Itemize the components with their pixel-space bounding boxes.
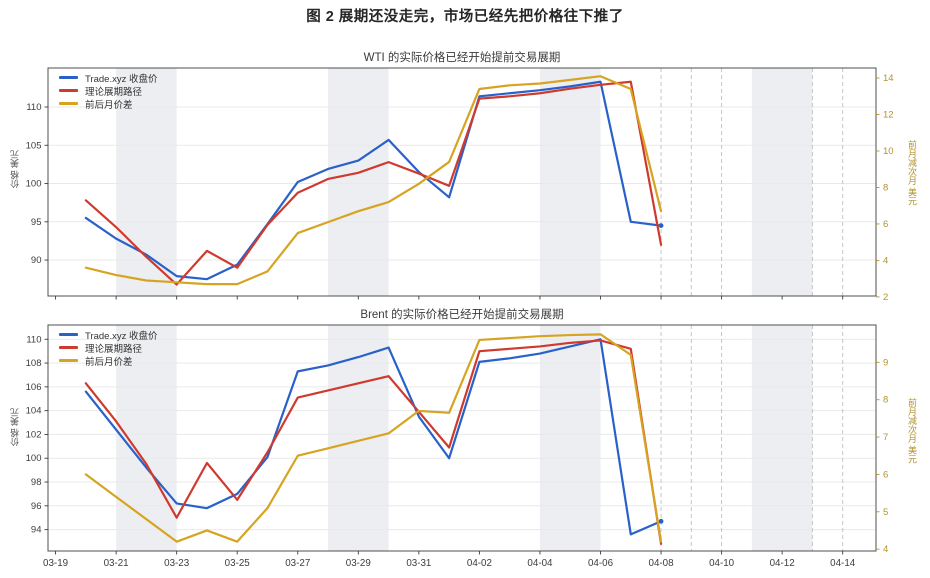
left-tick-label: 110	[26, 334, 41, 345]
left-tick-label: 90	[31, 255, 42, 266]
x-tick-label: 04-02	[467, 558, 492, 569]
x-tick-label: 04-06	[588, 558, 614, 569]
wti-spread-line	[84, 75, 663, 286]
legend-label: Trade.xyz 收盘价	[85, 330, 158, 342]
weekend-band	[539, 68, 601, 296]
x-tick-label: 03-31	[406, 558, 431, 569]
left-tick-label: 94	[31, 525, 42, 536]
left-tick-label: 100	[26, 179, 42, 190]
x-tick-label: 04-08	[649, 558, 675, 569]
right-tick-label: 12	[883, 110, 894, 121]
wti-chart-title: WTI 的实际价格已经开始提前交易展期	[363, 52, 561, 64]
legend-item-close: Trade.xyz 收盘价	[59, 328, 158, 342]
x-tick-label: 03-29	[346, 558, 371, 569]
right-tick-label: 8	[883, 395, 888, 406]
right-tick-label: 4	[883, 544, 888, 555]
brent-legend: Trade.xyz 收盘价 理论展期路径 前后月价差	[59, 328, 158, 368]
roll-path-line-swatch-icon	[59, 89, 78, 92]
spread-line-swatch-icon	[59, 102, 78, 105]
close-line-swatch-icon	[59, 76, 78, 79]
right-tick-label: 6	[883, 219, 888, 230]
left-tick-label: 106	[26, 382, 42, 393]
plot-frame	[47, 67, 877, 297]
wti-left-axis-label: 价格 美元	[10, 150, 20, 189]
right-tick-label: 9	[883, 357, 888, 368]
x-tick-label: 03-25	[225, 558, 251, 569]
right-tick-label: 5	[883, 507, 888, 518]
brent-close-price-line	[84, 338, 663, 536]
x-tick-label: 03-23	[164, 558, 190, 569]
legend-label: 前后月价差	[85, 99, 133, 111]
weekend-band	[751, 325, 813, 551]
close-line-swatch-icon	[59, 333, 78, 336]
legend-item-roll-path: 理论展期路径	[59, 341, 158, 355]
weekend-band	[328, 68, 389, 296]
right-tick-label: 10	[883, 146, 894, 157]
legend-item-close: Trade.xyz 收盘价	[59, 71, 158, 85]
left-tick-label: 98	[31, 477, 42, 488]
x-tick-label: 04-14	[830, 558, 856, 569]
brent-left-axis-label: 价格 美元	[10, 408, 20, 447]
spread-line-swatch-icon	[59, 359, 78, 362]
right-tick-label: 2	[883, 292, 888, 303]
x-tick-label: 04-10	[709, 558, 735, 569]
x-tick-label: 03-27	[285, 558, 310, 569]
weekend-band	[539, 325, 601, 551]
legend-label: 前后月价差	[85, 356, 133, 368]
right-tick-label: 6	[883, 469, 888, 480]
right-tick-label: 7	[883, 432, 888, 443]
brent-roll-path-line	[84, 339, 663, 545]
last-point-marker	[658, 223, 664, 229]
legend-item-roll-path: 理论展期路径	[59, 84, 158, 98]
last-point-marker	[658, 518, 664, 524]
right-tick-label: 14	[883, 73, 894, 84]
legend-label: 理论展期路径	[85, 86, 143, 98]
right-tick-label: 8	[883, 182, 888, 193]
legend-label: 理论展期路径	[85, 343, 143, 355]
roll-path-line-swatch-icon	[59, 346, 78, 349]
left-tick-label: 102	[26, 429, 42, 440]
x-tick-label: 04-04	[527, 558, 553, 569]
x-tick-label: 03-21	[104, 558, 129, 569]
wti-close-price-line	[84, 80, 663, 281]
left-tick-label: 95	[31, 217, 42, 228]
brent-right-axis-label: 前月减次月 美元	[907, 398, 917, 464]
left-tick-label: 100	[26, 453, 42, 464]
left-tick-label: 105	[26, 140, 42, 151]
left-tick-label: 110	[26, 102, 41, 113]
plot-frame	[47, 324, 877, 552]
left-tick-label: 104	[26, 406, 42, 417]
left-tick-label: 108	[26, 358, 42, 369]
legend-item-spread: 前后月价差	[59, 354, 158, 368]
weekend-band	[328, 325, 389, 551]
brent-spread-line	[84, 333, 663, 543]
x-tick-label: 04-12	[770, 558, 795, 569]
left-tick-label: 96	[31, 501, 42, 512]
wti-legend: Trade.xyz 收盘价 理论展期路径 前后月价差	[59, 71, 158, 111]
wti-right-axis-label: 前月减次月 美元	[907, 140, 917, 206]
legend-label: Trade.xyz 收盘价	[85, 73, 158, 85]
weekend-band	[751, 68, 813, 296]
figure-title: 图 2 展期还没走完，市场已经先把价格往下推了	[306, 9, 624, 25]
legend-item-spread: 前后月价差	[59, 97, 158, 111]
brent-chart-title: Brent 的实际价格已经开始提前交易展期	[360, 309, 564, 321]
wti-roll-path-line	[84, 80, 663, 286]
x-tick-label: 03-19	[43, 558, 68, 569]
right-tick-label: 4	[883, 255, 888, 266]
